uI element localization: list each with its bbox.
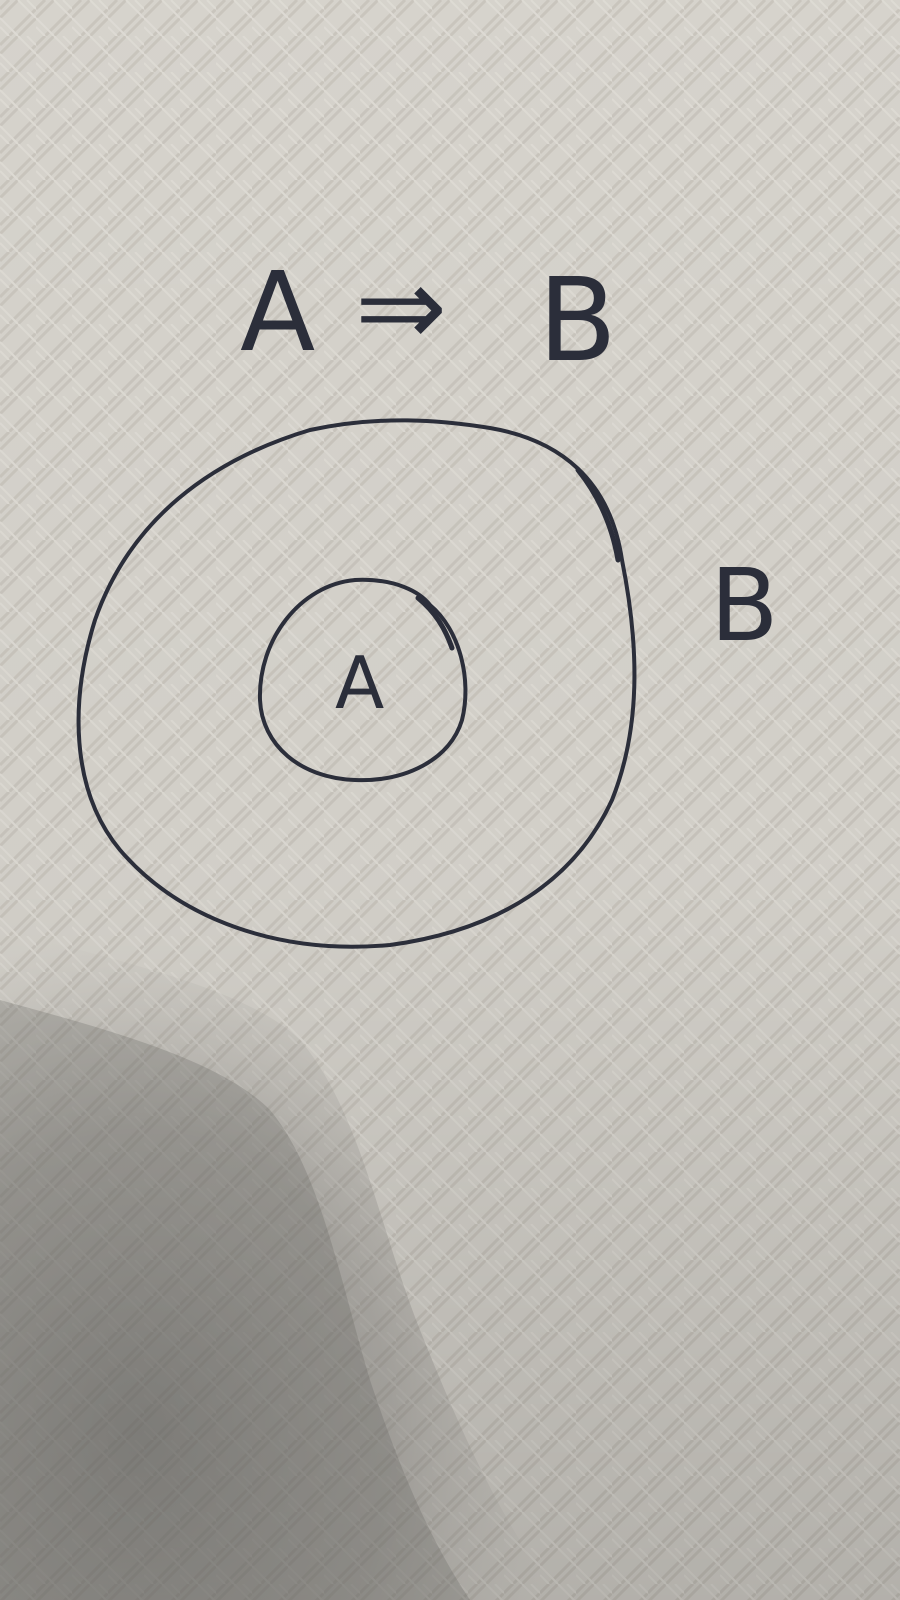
- implication-arrow: ⇒: [355, 243, 447, 371]
- hand-shadow-core: [0, 1000, 470, 1600]
- hand-shadow: [0, 930, 560, 1600]
- outer-set-label: B: [710, 547, 779, 664]
- implication-left-label: A: [240, 248, 315, 376]
- implication-right-label: B: [538, 254, 617, 388]
- outer-set-circle-overstroke: [575, 467, 621, 563]
- inner-set-circle-overstroke: [415, 595, 455, 651]
- inner-set-label: A: [335, 641, 384, 725]
- inner-set-circle: [257, 577, 468, 783]
- outer-set-circle: [76, 418, 637, 949]
- implication-statement: A ⇒ B: [240, 243, 617, 388]
